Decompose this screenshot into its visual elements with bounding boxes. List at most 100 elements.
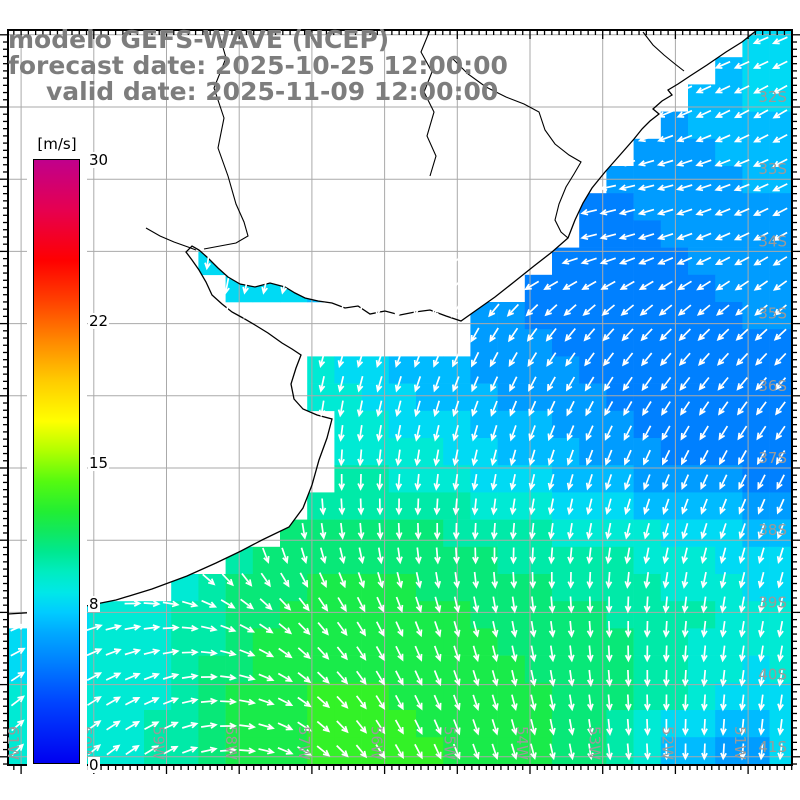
speed-cell	[606, 410, 634, 439]
wind-arrow	[376, 449, 383, 467]
wind-arrow	[736, 401, 748, 416]
wind-arrow	[509, 400, 518, 417]
speed-cell	[524, 710, 553, 738]
speed-cell	[769, 166, 792, 194]
wind-arrow	[624, 498, 632, 516]
wind-arrow	[658, 304, 673, 316]
wind-arrow	[471, 473, 479, 491]
wind-arrow	[700, 571, 708, 589]
wind-arrow	[490, 473, 498, 491]
wind-arrow	[637, 208, 655, 216]
wind-arrow	[356, 302, 364, 319]
speed-cell	[388, 438, 417, 466]
wind-arrow	[105, 648, 122, 656]
wind-arrow	[547, 522, 555, 540]
wind-arrow	[242, 253, 250, 271]
wind-arrow	[163, 745, 179, 755]
speed-cell	[606, 220, 634, 248]
wind-arrow	[772, 133, 788, 143]
lon-axis-label: 61W	[4, 726, 22, 760]
speed-cell	[606, 193, 634, 221]
speed-cell	[388, 383, 417, 412]
wind-arrow	[624, 547, 632, 565]
wind-arrow	[472, 743, 480, 760]
speed-cell	[660, 601, 689, 629]
wind-arrow	[643, 547, 651, 565]
wind-arrow	[355, 719, 368, 734]
wind-arrow	[566, 474, 574, 491]
wind-arrow	[432, 302, 442, 319]
wind-arrow	[433, 645, 442, 662]
speed-cell	[715, 628, 743, 656]
wind-arrow	[491, 670, 499, 687]
wind-arrow	[280, 278, 288, 295]
wind-arrow	[433, 425, 440, 442]
wind-arrow	[223, 253, 230, 271]
wind-arrow	[336, 671, 349, 685]
speed-cell	[660, 737, 689, 765]
wind-arrow	[622, 376, 633, 392]
colorbar-gradient	[33, 159, 80, 764]
wind-arrow	[643, 474, 651, 491]
wind-arrow	[471, 522, 479, 540]
wind-arrow	[624, 669, 632, 687]
wind-arrow	[356, 253, 364, 270]
wind-arrow	[549, 743, 556, 761]
wind-arrow	[297, 721, 312, 732]
wind-arrow	[719, 596, 727, 614]
wind-arrow	[718, 425, 729, 441]
wind-arrow	[643, 669, 651, 687]
wind-arrows-layer	[10, 36, 788, 761]
speed-cell	[416, 737, 444, 765]
wind-arrow	[642, 401, 652, 416]
wind-arrow	[452, 473, 460, 491]
speed-cell	[633, 519, 662, 548]
speed-cell	[660, 220, 689, 248]
lat-axis-label: 35S	[758, 305, 787, 323]
wind-arrow	[643, 694, 651, 712]
wind-arrow	[753, 256, 769, 266]
wind-arrow	[738, 645, 746, 663]
wind-arrow	[757, 547, 765, 565]
wind-arrow	[623, 449, 632, 466]
speed-cell	[497, 302, 526, 330]
wind-arrow	[585, 425, 594, 442]
wind-arrow	[662, 645, 670, 663]
wind-arrow	[661, 425, 671, 441]
wind-arrow	[561, 257, 578, 265]
wind-arrow	[775, 401, 786, 416]
wind-arrow	[299, 375, 307, 393]
wind-arrow	[472, 719, 480, 736]
wind-arrow	[396, 571, 404, 589]
wind-arrow	[200, 722, 218, 729]
wind-arrow	[453, 719, 461, 736]
wind-arrow	[491, 645, 499, 663]
wind-arrow	[220, 673, 237, 681]
speed-cell	[579, 492, 607, 520]
wind-arrow	[472, 571, 480, 589]
wind-arrow	[300, 522, 308, 540]
wind-arrow	[297, 696, 312, 708]
speed-cell	[307, 682, 335, 711]
wind-arrow	[700, 547, 708, 565]
wind-arrow	[586, 620, 594, 638]
wind-arrow	[316, 745, 331, 757]
wind-arrow	[415, 547, 422, 565]
wind-arrow	[239, 698, 257, 706]
wind-arrow	[548, 620, 556, 638]
wind-arrow	[239, 623, 256, 633]
wind-arrow	[695, 109, 712, 118]
wind-arrow	[757, 523, 766, 540]
wind-arrow	[375, 302, 384, 319]
wind-arrow	[587, 718, 594, 736]
speed-cell	[552, 628, 580, 656]
wind-arrow	[11, 719, 25, 732]
wind-arrow	[375, 400, 383, 418]
wind-arrow	[453, 694, 461, 711]
wind-arrow	[395, 547, 403, 565]
wind-arrow	[599, 233, 617, 241]
wind-arrow	[565, 376, 576, 392]
coastline-path	[7, 29, 758, 615]
speed-cell	[252, 682, 281, 711]
wind-arrow	[259, 598, 273, 611]
